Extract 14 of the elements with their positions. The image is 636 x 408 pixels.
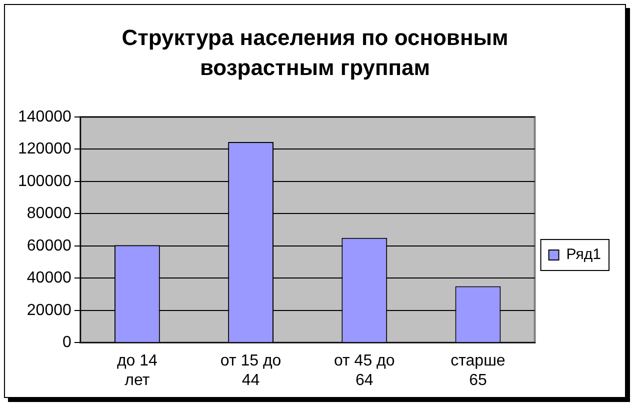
x-tick-label: старше 65 — [450, 352, 506, 389]
x-tick-label: от 15 до 44 — [220, 352, 282, 389]
y-tick-label: 140000 — [18, 108, 72, 126]
chart-title: Структура населения по основным возрастным группам — [120, 24, 510, 82]
y-tick-label: 120000 — [18, 140, 72, 158]
y-tick-label: 80000 — [26, 205, 72, 222]
y-tick-label: 20000 — [26, 302, 72, 319]
y-tick-label: 40000 — [26, 270, 72, 287]
x-tick-label: от 45 до 64 — [334, 352, 395, 389]
x-tick-label: до 14 лет — [116, 352, 158, 389]
legend-label: Ряд1 — [566, 246, 602, 264]
y-tick-label: 0 — [62, 334, 72, 352]
y-tick-label: 100000 — [18, 172, 72, 190]
y-tick-label: 60000 — [26, 237, 72, 254]
